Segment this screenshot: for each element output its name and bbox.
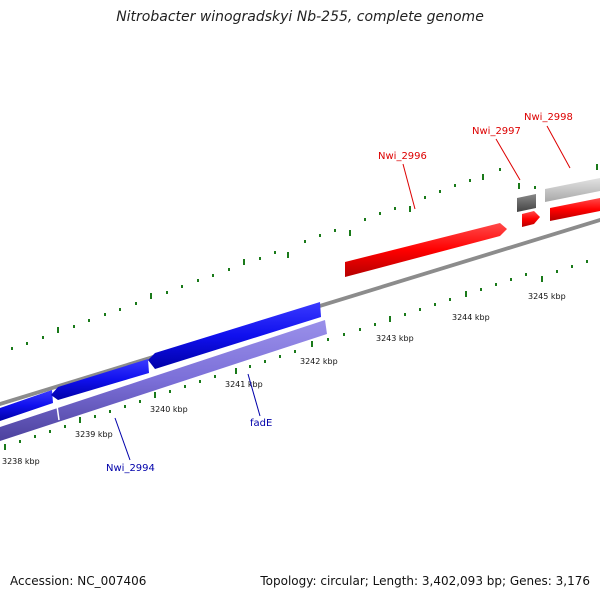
reverse-strand-genes [0,302,327,441]
gene-nwi-2998-arrow [545,178,600,202]
leader-nwi-2998 [546,125,571,169]
tick-label: 3239 kbp [75,430,113,439]
leader-fade [247,373,261,417]
gene-nwi-2997-cds-arrow [522,211,540,227]
tick-label: 3243 kbp [376,334,414,343]
gene-label-fade: fadE [250,418,272,429]
gene-nwi-2994-arrow [51,359,149,400]
gene-label-nwi-2996: Nwi_2996 [378,151,427,162]
leader-nwi-2996 [402,163,416,210]
outer-tick-row [11,164,598,350]
gene-nwi-2996-arrow [345,223,507,277]
reverse-cds-band [0,320,327,441]
tick-label: 3242 kbp [300,357,338,366]
accession-text: Accession: NC_007406 [10,574,147,588]
gene-label-nwi-2994: Nwi_2994 [106,463,155,474]
forward-strand-genes [345,178,600,277]
gene-nwi-2993-arrow [0,390,53,421]
reverse-cds-split [56,405,60,421]
tick-label: 3245 kbp [528,292,566,301]
gene-label-nwi-2998: Nwi_2998 [524,112,573,123]
inner-tick-row [4,260,588,450]
leader-nwi-2997 [495,138,521,181]
tick-label: 3241 kbp [225,380,263,389]
gene-label-leaders [114,125,571,461]
tick-label: 3240 kbp [150,405,188,414]
tick-labels: 3238 kbp 3239 kbp 3240 kbp 3241 kbp 3242… [2,292,566,466]
gene-fade-arrow [148,302,321,369]
gene-label-nwi-2997: Nwi_2997 [472,126,521,137]
gene-labels: Nwi_2996 Nwi_2997 Nwi_2998 Nwi_2994 fadE [106,112,573,474]
leader-nwi-2994 [114,417,131,461]
map-title: Nitrobacter winogradskyi Nb-255, complet… [116,9,484,25]
tick-label: 3238 kbp [2,457,40,466]
gene-nwi-2998-cds-arrow [550,198,600,221]
tick-label: 3244 kbp [452,313,490,322]
topology-text: Topology: circular; Length: 3,402,093 bp… [260,574,590,588]
gene-nwi-2997-arrow [517,194,536,212]
